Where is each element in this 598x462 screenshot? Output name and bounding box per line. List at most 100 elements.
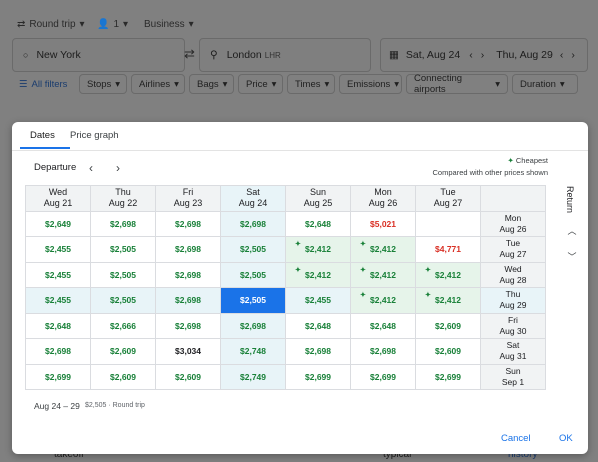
price-cell[interactable]: $2,648 <box>285 312 351 339</box>
price-cell[interactable]: $2,505 <box>220 287 286 314</box>
price-cell[interactable]: $2,455 <box>25 261 91 288</box>
cancel-button[interactable]: Cancel <box>501 433 531 444</box>
price-cell[interactable]: $2,698 <box>155 287 221 314</box>
price-cell[interactable]: $2,648 <box>285 210 351 237</box>
ok-button[interactable]: OK <box>559 433 573 444</box>
departure-prev-button[interactable]: ‹ <box>83 160 99 176</box>
price-cell[interactable]: $2,698 <box>155 261 221 288</box>
destination-field[interactable]: ⚲ London LHR <box>199 38 371 72</box>
tab-price-graph[interactable]: Price graph <box>70 130 119 141</box>
price-cell[interactable]: $2,505 <box>90 236 156 263</box>
origin-field[interactable]: ○ New York <box>12 38 185 72</box>
price-cell[interactable]: $3,034 <box>155 338 221 365</box>
price-value: $4,771 <box>435 244 461 255</box>
chevron-right-icon[interactable]: › <box>480 49 485 61</box>
chevron-left-icon[interactable]: ‹ <box>559 49 564 61</box>
price-cell[interactable]: $2,505 <box>220 236 286 263</box>
filter-chip-stops[interactable]: Stops ▾ <box>79 74 127 94</box>
price-cell[interactable]: $2,748 <box>220 338 286 365</box>
depart-date[interactable]: Sat, Aug 24 <box>405 49 461 61</box>
price-cell[interactable]: $2,698 <box>155 312 221 339</box>
price-cell[interactable]: $2,698 <box>220 210 286 237</box>
column-date: Aug 21 <box>43 198 73 209</box>
circle-icon: ○ <box>23 50 29 60</box>
filter-chip-times[interactable]: Times ▾ <box>287 74 335 94</box>
price-cell[interactable]: ✦ $2,412 <box>415 261 481 288</box>
departure-next-button[interactable]: › <box>110 160 126 176</box>
chevron-down-icon: ▾ <box>324 78 330 90</box>
price-cell[interactable]: $2,648 <box>350 312 416 339</box>
price-cell[interactable]: $2,505 <box>90 287 156 314</box>
price-cell[interactable]: $2,666 <box>90 312 156 339</box>
price-cell[interactable]: $2,698 <box>220 312 286 339</box>
price-cell[interactable]: $2,609 <box>415 338 481 365</box>
price-cell[interactable]: $2,699 <box>350 363 416 390</box>
price-cell[interactable]: $2,698 <box>285 338 351 365</box>
legend-cheapest-label: Cheapest <box>515 156 548 165</box>
chevron-right-icon[interactable]: › <box>571 49 575 61</box>
price-cell[interactable]: ✦ $2,412 <box>350 287 416 314</box>
price-cell[interactable]: $2,749 <box>220 363 286 390</box>
price-cell[interactable]: $4,771 <box>415 236 481 263</box>
price-cell[interactable]: $2,609 <box>155 363 221 390</box>
tab-dates[interactable]: Dates <box>30 130 55 141</box>
price-cell[interactable]: $2,455 <box>25 236 91 263</box>
price-cell[interactable]: $2,505 <box>90 261 156 288</box>
passengers-select[interactable]: 👤 1 ▾ <box>97 16 128 32</box>
price-cell[interactable]: $2,609 <box>415 312 481 339</box>
chevron-down-icon: ▾ <box>188 18 194 30</box>
filter-chip-price[interactable]: Price ▾ <box>238 74 283 94</box>
chevron-left-icon[interactable]: ‹ <box>469 49 473 61</box>
price-cell[interactable]: $2,609 <box>90 363 156 390</box>
dates-field[interactable]: ▦ Sat, Aug 24 ‹ › Thu, Aug 29 ‹ › <box>380 38 588 72</box>
all-filters-button[interactable]: ☰ All filters <box>12 74 74 94</box>
price-cell[interactable]: $5,021 <box>350 210 416 237</box>
filter-chip-connecting-airports[interactable]: Connecting airports ▾ <box>406 73 508 95</box>
price-value: $5,021 <box>370 218 396 229</box>
filter-chip-bags[interactable]: Bags ▾ <box>189 74 234 94</box>
background-text-typical: typical <box>383 449 412 460</box>
price-cell[interactable]: $2,698 <box>25 338 91 365</box>
background-link-history[interactable]: history <box>508 449 538 460</box>
price-cell[interactable]: $2,699 <box>25 363 91 390</box>
price-cell[interactable]: $2,699 <box>285 363 351 390</box>
price-cell[interactable]: ✦ $2,412 <box>415 287 481 314</box>
price-cell[interactable]: $2,698 <box>350 338 416 365</box>
price-value: $2,698 <box>370 346 396 357</box>
price-cell[interactable]: $2,699 <box>415 363 481 390</box>
cabin-select[interactable]: Business ▾ <box>144 16 194 32</box>
column-day: Wed <box>48 187 68 198</box>
price-cell[interactable]: $2,698 <box>90 210 156 237</box>
filter-chip-airlines[interactable]: Airlines ▾ <box>131 74 185 94</box>
return-date[interactable]: Thu, Aug 29 <box>496 49 553 61</box>
price-cell[interactable]: $2,649 <box>25 210 91 237</box>
grid-row: $2,455 $2,505 $2,698 $2,505 ✦ $2,412 ✦ $2,412 $4… <box>25 236 546 263</box>
price-cell[interactable]: $2,505 <box>220 261 286 288</box>
price-cell[interactable]: $2,698 <box>155 236 221 263</box>
legend-cheapest: ✦ Cheapest <box>508 156 549 165</box>
trip-type-select[interactable]: ⇄ Round trip ▾ <box>17 16 85 32</box>
return-next-button[interactable]: ﹀ <box>565 249 579 263</box>
column-day: Fri <box>182 187 194 198</box>
filter-chip-emissions[interactable]: Emissions ▾ <box>339 74 402 94</box>
sparkle-icon: ✦ <box>360 292 366 299</box>
price-date-grid: Wed Aug 21 Thu Aug 22 Fri Aug 23 Sat Aug 24 Sun A… <box>25 185 546 390</box>
price-cell[interactable] <box>415 210 481 237</box>
price-cell[interactable]: ✦ $2,412 <box>350 261 416 288</box>
grid-header-row: Wed Aug 21 Thu Aug 22 Fri Aug 23 Sat Aug 24 Sun A… <box>25 185 546 212</box>
return-prev-button[interactable]: ︿ <box>565 223 579 237</box>
price-cell[interactable]: $2,648 <box>25 312 91 339</box>
price-cell[interactable]: $2,698 <box>155 210 221 237</box>
price-value: $2,699 <box>45 371 71 382</box>
price-cell[interactable]: $2,455 <box>285 287 351 314</box>
price-cell[interactable]: ✦ $2,412 <box>285 261 351 288</box>
price-cell[interactable]: ✦ $2,412 <box>285 236 351 263</box>
price-cell[interactable]: $2,455 <box>25 287 91 314</box>
filter-chip-duration[interactable]: Duration ▾ <box>512 74 578 94</box>
price-value: $2,505 <box>240 295 266 306</box>
grid-row: $2,455 $2,505 $2,698 $2,505 $2,455 ✦ $2,412 ✦ $2… <box>25 287 546 314</box>
price-cell[interactable]: $2,609 <box>90 338 156 365</box>
price-cell[interactable]: ✦ $2,412 <box>350 236 416 263</box>
swap-icon[interactable]: ⇄ <box>184 46 195 61</box>
price-value: $2,649 <box>45 218 71 229</box>
